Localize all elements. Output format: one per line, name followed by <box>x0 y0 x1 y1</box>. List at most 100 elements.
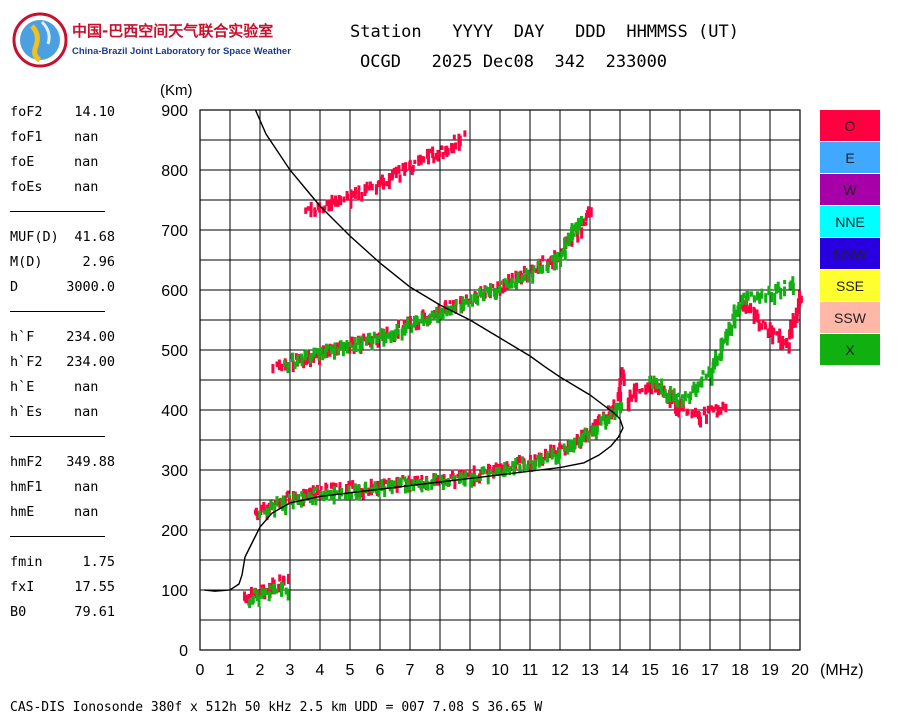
echo-point <box>401 162 405 172</box>
echo-point <box>377 487 381 498</box>
echo-point <box>674 393 678 406</box>
echo-point <box>689 391 693 400</box>
echo-point <box>434 473 438 478</box>
echo-point <box>353 192 357 199</box>
echo-point <box>474 293 478 303</box>
echo-point <box>364 484 368 494</box>
echo-point <box>478 475 482 482</box>
echo-point <box>680 394 684 399</box>
param-label: M(D) <box>10 254 43 270</box>
echo-point <box>580 216 584 225</box>
echo-point <box>778 328 782 335</box>
echo-point <box>300 491 304 497</box>
echo-point <box>699 416 703 428</box>
param-value: nan <box>74 504 99 520</box>
echo-point <box>402 319 406 325</box>
echo-point <box>670 398 674 405</box>
echo-point <box>317 353 321 361</box>
echo-point <box>584 216 588 221</box>
param-value: nan <box>74 154 99 170</box>
echo-point <box>488 464 492 473</box>
header-values: OCGD 2025 Dec08 342 233000 <box>360 52 668 72</box>
echo-point <box>401 327 405 336</box>
echo-point <box>764 293 768 303</box>
echo-point <box>517 454 521 463</box>
echo-point <box>604 418 608 430</box>
echo-point <box>470 476 474 488</box>
echo-point <box>268 591 272 599</box>
echo-point <box>323 348 327 359</box>
echo-point <box>491 283 495 289</box>
echo-point <box>428 313 432 324</box>
echo-point <box>728 323 732 335</box>
x-tick-label: 12 <box>551 662 569 679</box>
x-tick-label: 14 <box>611 662 629 679</box>
echo-point <box>385 181 389 187</box>
param-label: B0 <box>10 604 27 620</box>
echo-point <box>339 195 343 206</box>
echo-point <box>499 463 503 474</box>
echo-point <box>336 490 340 496</box>
echo-point <box>575 433 579 446</box>
echo-point <box>568 442 572 448</box>
legend-nne: NNE <box>820 206 880 237</box>
x-tick-label: 8 <box>436 662 445 679</box>
echo-point <box>737 301 741 309</box>
echo-point <box>691 409 695 417</box>
echo-point <box>284 503 288 516</box>
echo-point <box>721 338 725 345</box>
echo-point <box>501 470 505 477</box>
echo-point <box>419 156 423 165</box>
echo-point <box>576 230 580 243</box>
x-tick-label: 9 <box>466 662 475 679</box>
echo-point <box>335 342 339 350</box>
echo-point <box>408 315 412 328</box>
echo-point <box>677 392 681 398</box>
echo-point <box>357 190 361 201</box>
echo-point <box>259 504 263 515</box>
echo-point <box>403 166 407 176</box>
echo-point <box>318 202 322 213</box>
echo-point <box>438 151 442 157</box>
echo-point <box>350 491 354 500</box>
echo-point <box>338 492 342 501</box>
echo-point <box>536 258 540 264</box>
echo-point <box>348 480 352 487</box>
echo-point <box>453 475 457 480</box>
echo-point <box>336 199 340 207</box>
y-tick-label: 800 <box>161 163 188 180</box>
param-label: D <box>10 279 19 295</box>
echo-point <box>257 590 261 597</box>
echo-point <box>577 217 581 229</box>
polarization-legend: O E W NNE NNW SSE SSW X <box>820 110 880 366</box>
param-label: foEs <box>10 179 43 195</box>
echo-point <box>335 347 339 356</box>
echo-point <box>443 309 447 314</box>
echo-point <box>781 339 785 350</box>
echo-point <box>531 270 535 276</box>
echo-point <box>454 142 458 150</box>
y-tick-label: 0 <box>179 643 188 660</box>
echo-point <box>425 148 429 159</box>
echo-point <box>321 354 325 361</box>
echo-point <box>756 291 760 301</box>
echo-point <box>281 495 285 505</box>
x-tick-label: 3 <box>286 662 295 679</box>
echo-point <box>730 324 734 337</box>
echo-point <box>732 317 736 327</box>
echo-point <box>312 488 316 494</box>
echo-point <box>508 282 512 289</box>
echo-point <box>309 209 313 218</box>
echo-point <box>425 476 429 486</box>
x-tick-label: 6 <box>376 662 385 679</box>
echo-point <box>357 336 361 345</box>
echo-point <box>758 292 762 304</box>
echo-point <box>553 253 557 259</box>
echo-point <box>430 310 434 318</box>
legend-o: O <box>820 110 880 141</box>
param-label: h`F2 <box>10 354 43 370</box>
echo-point <box>344 483 348 496</box>
echo-point <box>379 327 383 340</box>
plot-frame <box>199 109 801 651</box>
echo-point <box>271 364 275 374</box>
